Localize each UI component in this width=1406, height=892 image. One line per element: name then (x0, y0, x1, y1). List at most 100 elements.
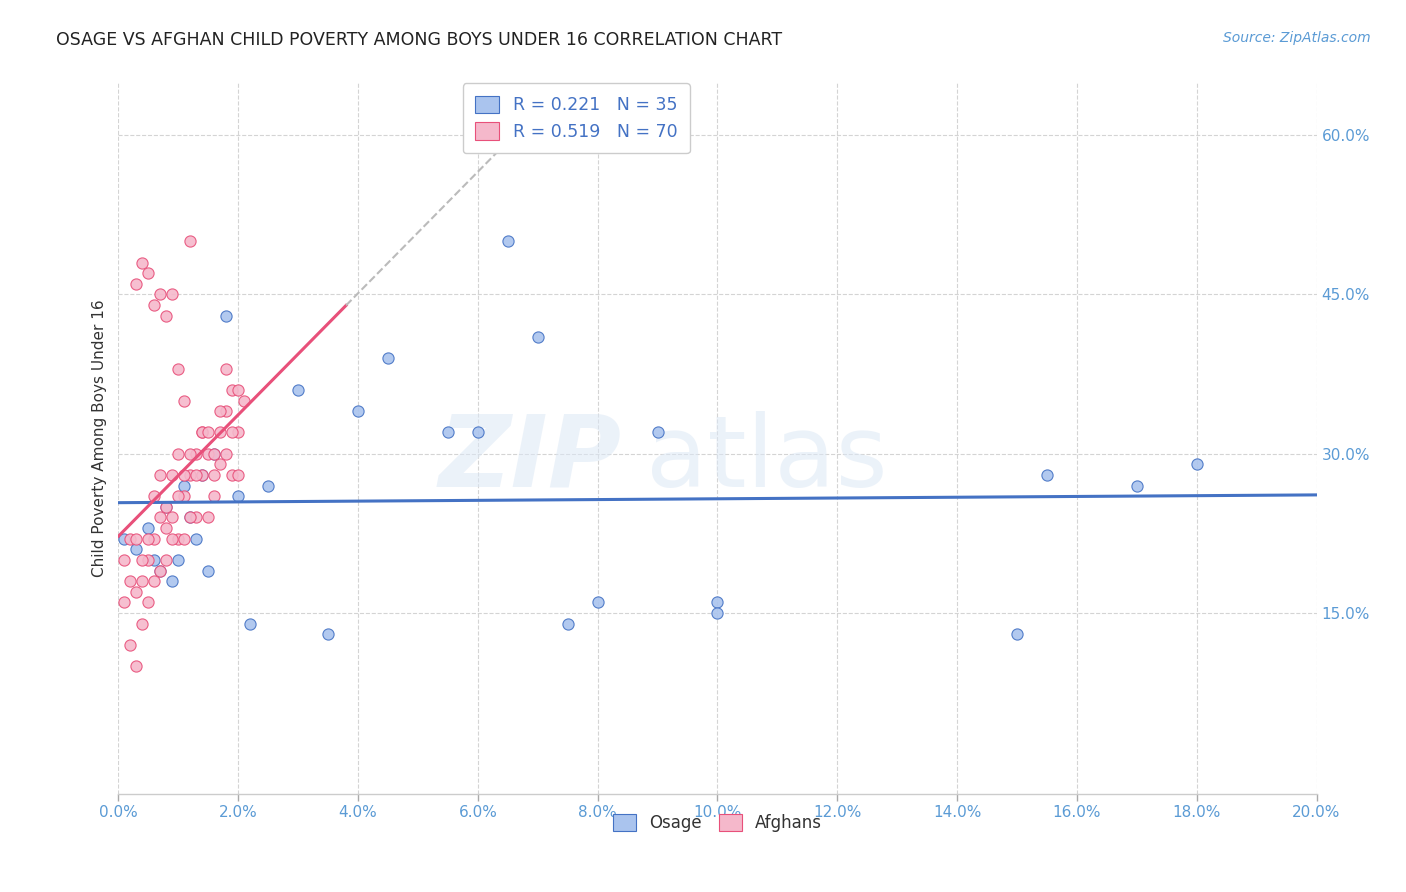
Point (186, 510, 208, 524)
Point (197, 510, 219, 524)
Point (162, 287, 184, 301)
Point (120, 574, 142, 589)
Point (179, 510, 201, 524)
Point (173, 393, 195, 408)
Point (138, 521, 160, 535)
Point (226, 383, 249, 397)
Point (496, 234, 519, 248)
Point (179, 447, 201, 461)
Point (173, 478, 195, 492)
Point (347, 404, 370, 418)
Point (155, 309, 177, 323)
Point (197, 564, 219, 578)
Point (173, 532, 195, 546)
Point (114, 532, 136, 546)
Point (215, 309, 238, 323)
Text: atlas: atlas (645, 410, 887, 508)
Point (149, 467, 172, 482)
Point (706, 606, 728, 620)
Point (155, 553, 177, 567)
Point (120, 532, 142, 546)
Point (191, 467, 214, 482)
Point (226, 489, 249, 503)
Point (155, 521, 177, 535)
Point (149, 287, 172, 301)
Point (191, 467, 214, 482)
Point (120, 638, 142, 652)
Point (257, 478, 280, 492)
Point (138, 595, 160, 609)
Point (239, 616, 262, 631)
Point (138, 532, 160, 546)
Point (131, 255, 153, 269)
Point (202, 489, 225, 503)
Point (186, 467, 208, 482)
Point (149, 510, 172, 524)
Point (287, 383, 309, 397)
Point (437, 425, 460, 440)
Point (202, 447, 225, 461)
Point (647, 425, 669, 440)
Point (143, 532, 166, 546)
Point (186, 447, 208, 461)
Point (162, 532, 184, 546)
Point (526, 330, 548, 344)
Point (197, 447, 219, 461)
Text: OSAGE VS AFGHAN CHILD POVERTY AMONG BOYS UNDER 16 CORRELATION CHART: OSAGE VS AFGHAN CHILD POVERTY AMONG BOYS… (56, 31, 782, 49)
Point (143, 489, 166, 503)
Point (162, 467, 184, 482)
Point (179, 234, 201, 248)
Point (586, 595, 609, 609)
Point (131, 553, 153, 567)
Point (179, 467, 201, 482)
Point (131, 616, 153, 631)
Point (167, 532, 190, 546)
Point (125, 584, 148, 599)
Point (221, 383, 243, 397)
Legend: Osage, Afghans: Osage, Afghans (606, 807, 830, 838)
Point (162, 574, 184, 589)
Point (125, 659, 148, 673)
Point (191, 425, 214, 440)
Point (215, 447, 238, 461)
Point (155, 500, 177, 514)
Point (202, 447, 225, 461)
Point (215, 404, 238, 418)
Point (114, 553, 136, 567)
Point (143, 298, 166, 312)
Point (186, 532, 208, 546)
Point (316, 627, 339, 641)
Point (167, 489, 190, 503)
Point (143, 553, 166, 567)
Point (149, 564, 172, 578)
Point (467, 425, 489, 440)
Text: Source: ZipAtlas.com: Source: ZipAtlas.com (1223, 31, 1371, 45)
Point (557, 616, 579, 631)
Point (706, 595, 728, 609)
Point (221, 425, 243, 440)
Point (143, 574, 166, 589)
Point (125, 532, 148, 546)
Point (114, 595, 136, 609)
Point (149, 564, 172, 578)
Point (131, 574, 153, 589)
Point (1036, 467, 1059, 482)
Point (167, 361, 190, 376)
Point (125, 542, 148, 557)
Point (173, 489, 195, 503)
Point (179, 510, 201, 524)
Point (162, 510, 184, 524)
Point (191, 425, 214, 440)
Point (173, 467, 195, 482)
Point (209, 404, 232, 418)
Point (209, 458, 232, 472)
Point (215, 361, 238, 376)
Point (138, 553, 160, 567)
Point (138, 266, 160, 280)
Point (1126, 478, 1149, 492)
Point (1185, 458, 1208, 472)
Point (226, 467, 249, 482)
Point (202, 467, 225, 482)
Point (167, 553, 190, 567)
Point (226, 425, 249, 440)
